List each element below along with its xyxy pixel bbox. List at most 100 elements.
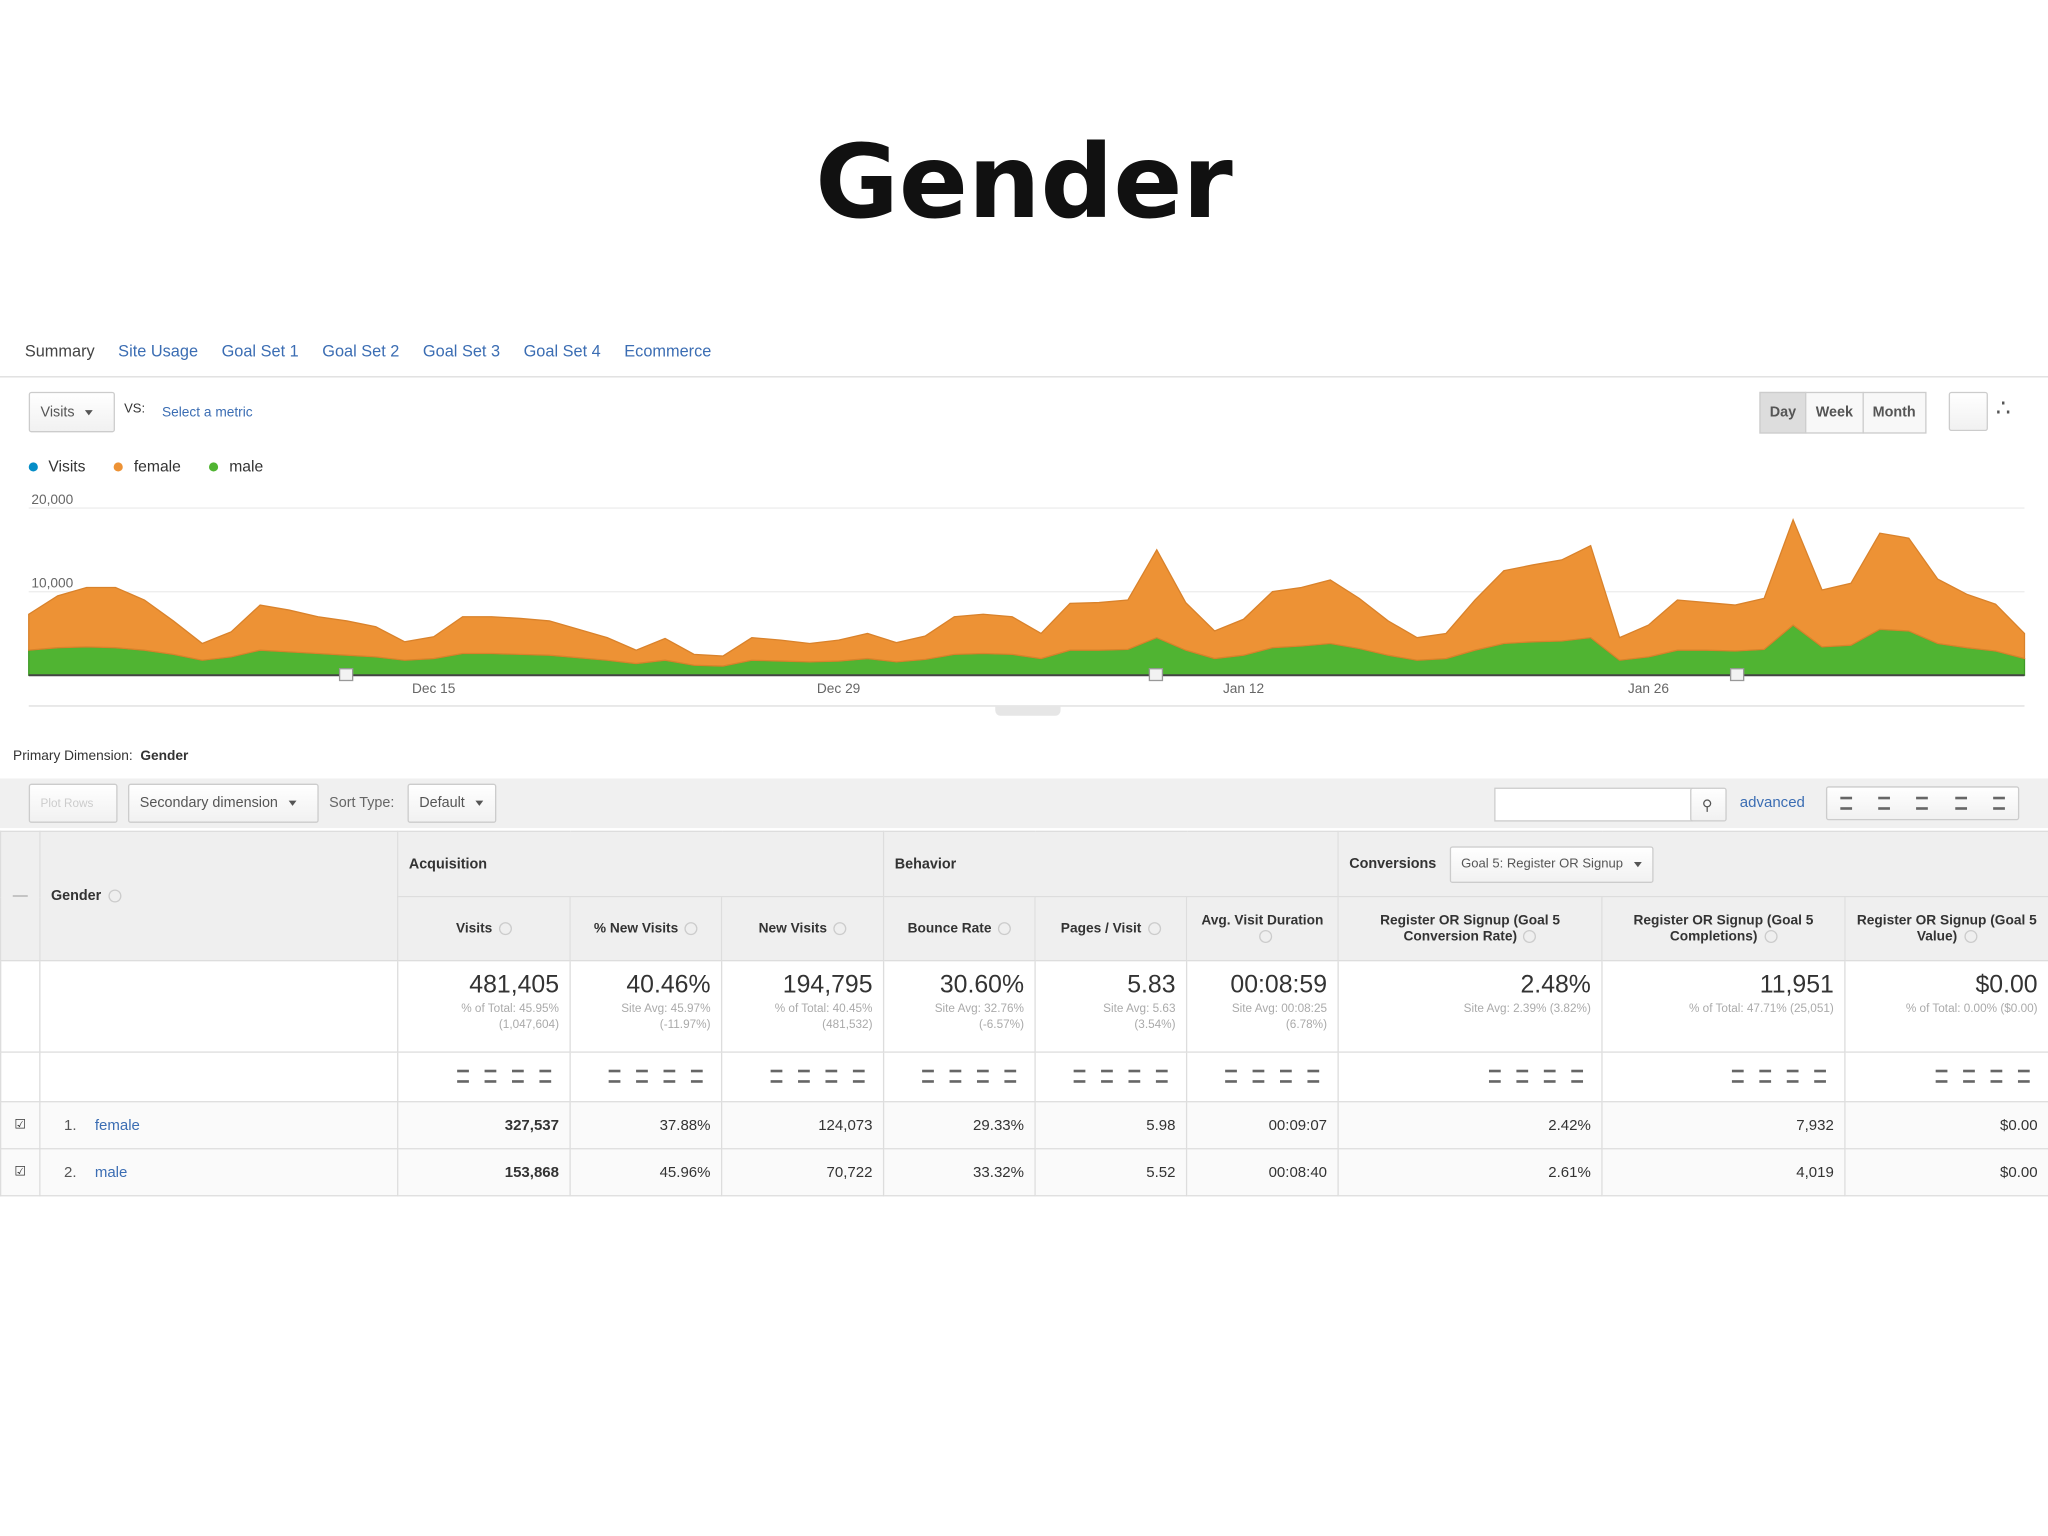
column-header[interactable]: % New Visits	[569, 895, 723, 962]
resize-handle[interactable]	[995, 705, 1061, 716]
column-header[interactable]: Register OR Signup (Goal 5 Conversion Ra…	[1337, 895, 1603, 962]
icon[interactable]	[1814, 1070, 1826, 1084]
tab[interactable]: Goal Set 4	[523, 342, 601, 361]
legend-dot	[28, 462, 38, 472]
icon[interactable]	[1963, 1070, 1975, 1084]
column-header[interactable]: Bounce Rate	[882, 895, 1036, 962]
dimension-link[interactable]: female	[94, 1117, 140, 1134]
metric-select[interactable]: Visits	[28, 391, 115, 433]
viz-icons	[720, 1051, 885, 1103]
sort-select[interactable]: Default	[407, 783, 497, 823]
icon[interactable]	[1128, 1070, 1141, 1084]
viz-icons	[1844, 1051, 2048, 1103]
tab[interactable]: Ecommerce	[624, 342, 712, 361]
select-metric[interactable]: Select a metric	[161, 404, 253, 421]
total-cell: 11,951% of Total: 47.71% (25,051)	[1601, 959, 1846, 1053]
icon[interactable]	[2018, 1070, 2030, 1084]
icon[interactable]	[1101, 1070, 1113, 1084]
advanced-link[interactable]: advanced	[1739, 795, 1805, 812]
icon[interactable]	[798, 1070, 810, 1084]
motion-chart-button[interactable]: ∴	[1995, 394, 2011, 421]
select-all[interactable]: —	[0, 830, 41, 962]
column-header[interactable]: Register OR Signup (Goal 5 Value)	[1844, 895, 2048, 962]
icon[interactable]	[1280, 1070, 1292, 1084]
dimension-link[interactable]: male	[94, 1164, 128, 1181]
table-row: ☑ 1. female 327,537 37.88% 124,073 29.33% 5.98 0…	[0, 1101, 2048, 1150]
value-cell: 00:09:07	[1185, 1101, 1339, 1150]
search-input[interactable]	[1494, 787, 1693, 822]
legend: Visits female male	[28, 457, 263, 475]
legend-item: male	[209, 457, 263, 475]
icon[interactable]	[636, 1070, 648, 1084]
icon[interactable]	[1543, 1070, 1556, 1084]
icon[interactable]	[1759, 1070, 1772, 1084]
vs-label: VS:	[124, 402, 146, 417]
icon[interactable]	[1488, 1070, 1501, 1084]
period-button[interactable]: Day	[1759, 391, 1807, 434]
column-header[interactable]: Visits	[397, 895, 571, 962]
icon[interactable]	[1571, 1070, 1584, 1084]
total-note: % of Total: 40.45% (481,532)	[774, 1001, 873, 1031]
icon[interactable]	[511, 1070, 524, 1084]
total-cell: 5.83 Site Avg: 5.63 (3.54%)	[1034, 959, 1188, 1053]
total-value: $0.00	[1975, 971, 2038, 1000]
column-header[interactable]: New Visits	[720, 895, 885, 962]
icon[interactable]	[1307, 1070, 1320, 1084]
total-value: 40.46%	[626, 971, 711, 1000]
icon[interactable]	[1004, 1070, 1017, 1084]
icon[interactable]	[1731, 1070, 1744, 1084]
icon[interactable]	[1990, 1070, 2003, 1084]
column-header[interactable]: Register OR Signup (Goal 5 Completions)	[1601, 895, 1846, 962]
icon[interactable]	[1073, 1070, 1086, 1084]
tab[interactable]: Site Usage	[118, 342, 199, 361]
total-cell: 30.60% Site Avg: 32.76% (-6.57%)	[882, 959, 1036, 1053]
secondary-dimension[interactable]: Secondary dimension	[127, 783, 319, 823]
period-buttons: Day Week Month	[1759, 391, 1927, 434]
icon[interactable]	[770, 1070, 783, 1084]
total-cell: $0.00% of Total: 0.00% ($0.00)	[1844, 959, 2048, 1053]
search-button[interactable]: ⚲	[1690, 787, 1727, 822]
period-button[interactable]: Month	[1862, 391, 1927, 434]
icon[interactable]	[922, 1070, 934, 1084]
icon[interactable]	[949, 1070, 962, 1084]
icon[interactable]	[690, 1070, 703, 1084]
total-cell: 00:08:59 Site Avg: 00:08:25 (6.78%)	[1185, 959, 1339, 1053]
icon[interactable]	[976, 1070, 989, 1084]
column-header[interactable]: Avg. Visit Duration	[1185, 895, 1339, 962]
icon[interactable]	[484, 1070, 497, 1084]
icon[interactable]	[852, 1070, 865, 1084]
goal-select[interactable]: Goal 5: Register OR Signup	[1449, 845, 1654, 883]
viz-icons	[1034, 1051, 1188, 1103]
icon[interactable]	[1155, 1070, 1168, 1084]
total-value: 30.60%	[939, 971, 1025, 1000]
icon[interactable]	[1935, 1070, 1948, 1084]
icon[interactable]	[1225, 1070, 1237, 1084]
icon[interactable]	[1786, 1070, 1799, 1084]
group-header: Conversions Goal 5: Register OR Signup	[1337, 830, 2048, 898]
tab[interactable]: Goal Set 1	[221, 342, 299, 361]
icon[interactable]	[825, 1070, 838, 1084]
value-cell: 153,868	[397, 1148, 571, 1197]
row-checkbox[interactable]: ☑	[0, 1148, 41, 1197]
icon[interactable]	[457, 1070, 469, 1084]
line-chart-button[interactable]	[1948, 391, 1988, 432]
period-button[interactable]: Week	[1805, 391, 1864, 434]
group-name: Acquisition	[408, 856, 488, 872]
value-cell: 33.32%	[882, 1148, 1036, 1197]
icon[interactable]	[1252, 1070, 1265, 1084]
label: Primary Dimension:	[13, 748, 133, 765]
row-checkbox[interactable]: ☑	[0, 1101, 41, 1150]
value-cell: $0.00	[1844, 1101, 2048, 1150]
tab[interactable]: Goal Set 3	[422, 342, 501, 361]
total-value: 11,951	[1759, 971, 1834, 1000]
view-buttons[interactable]	[1825, 786, 2020, 821]
tab[interactable]: Goal Set 2	[322, 342, 400, 361]
tab[interactable]: Summary	[24, 342, 95, 361]
icon[interactable]	[663, 1070, 676, 1084]
icon[interactable]	[539, 1070, 552, 1084]
plot-rows[interactable]: Plot Rows	[28, 783, 118, 823]
dimension-cell: 2. male	[39, 1148, 399, 1197]
column-header[interactable]: Pages / Visit	[1034, 895, 1188, 962]
icon[interactable]	[1516, 1070, 1529, 1084]
icon[interactable]	[608, 1070, 621, 1084]
